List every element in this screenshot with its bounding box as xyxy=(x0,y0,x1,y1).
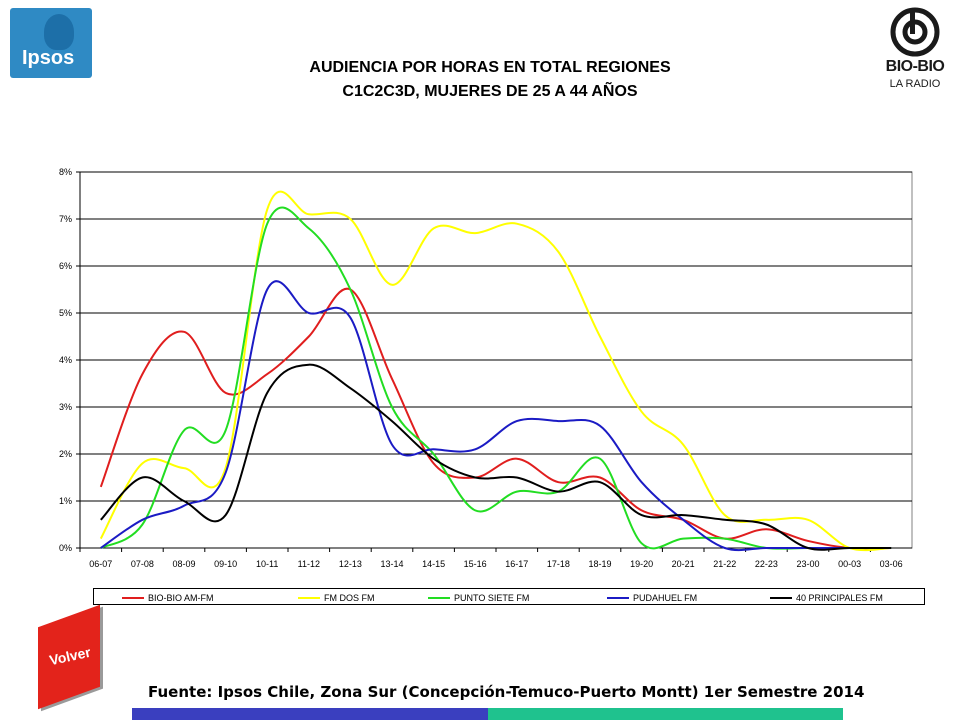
biobio-logo-subtitle: LA RADIO xyxy=(889,78,941,90)
footer-bar-blue xyxy=(132,708,488,720)
x-tick-label: 18-19 xyxy=(588,559,611,569)
x-tick-label: 11-12 xyxy=(298,559,320,569)
y-tick-label: 7% xyxy=(59,214,72,224)
legend-label: 40 PRINCIPALES FM xyxy=(796,592,883,603)
biobio-radio-icon xyxy=(890,7,940,57)
legend-item: PUNTO SIETE FM xyxy=(428,591,529,604)
legend-label: PUDAHUEL FM xyxy=(633,592,698,603)
chart-title-line1: AUDIENCIA POR HORAS EN TOTAL REGIONES xyxy=(309,59,671,76)
x-tick-label: 23-00 xyxy=(796,559,819,569)
legend-item: FM DOS FM xyxy=(298,591,375,604)
y-tick-label: 6% xyxy=(59,261,72,271)
chart-legend: BIO-BIO AM-FM FM DOS FM PUNTO SIETE FM PUDA… xyxy=(93,588,925,605)
x-tick-label: 14-15 xyxy=(422,559,445,569)
x-tick-label: 03-06 xyxy=(880,559,903,569)
y-tick-label: 5% xyxy=(59,308,72,318)
legend-item: PUDAHUEL FM xyxy=(607,591,697,604)
x-tick-label: 08-09 xyxy=(172,559,195,569)
biobio-logo-name: BIO-BIO xyxy=(885,58,945,75)
legend-label: BIO-BIO AM-FM xyxy=(148,592,214,603)
x-tick-label: 19-20 xyxy=(630,559,653,569)
legend-label: FM DOS FM xyxy=(324,592,375,603)
chart-title-line2: C1C2C3D, MUJERES DE 25 A 44 AÑOS xyxy=(342,83,638,100)
legend-swatch xyxy=(298,596,320,599)
legend-item: 40 PRINCIPALES FM xyxy=(770,591,883,604)
source-note: Fuente: Ipsos Chile, Zona Sur (Concepció… xyxy=(148,683,865,701)
x-tick-label: 21-22 xyxy=(713,559,736,569)
y-tick-label: 4% xyxy=(59,355,72,365)
biobio-logo: BIO-BIO LA RADIO xyxy=(880,6,950,98)
legend-swatch xyxy=(607,596,629,599)
x-tick-label: 22-23 xyxy=(755,559,778,569)
x-tick-label: 16-17 xyxy=(505,559,528,569)
footer-bar-teal xyxy=(488,708,843,720)
x-tick-label: 10-11 xyxy=(256,559,278,569)
series-line xyxy=(100,280,892,552)
y-tick-label: 3% xyxy=(59,402,72,412)
series-line xyxy=(99,190,892,552)
x-tick-label: 07-08 xyxy=(131,559,154,569)
line-chart: 0% 1% 2% 3% 4% 5% 6% 7% 8% 06-07 07-08 08-09 09-10 10… xyxy=(59,167,913,569)
x-tick-label: 09-10 xyxy=(214,559,237,569)
legend-swatch xyxy=(770,596,792,599)
x-tick-label: 20-21 xyxy=(672,559,695,569)
legend-label: PUNTO SIETE FM xyxy=(454,592,530,603)
legend-swatch xyxy=(122,596,144,599)
y-tick-label: 2% xyxy=(59,449,72,459)
x-tick-label: 13-14 xyxy=(380,559,403,569)
volver-button[interactable]: Volver xyxy=(26,604,112,710)
x-tick-label: 00-03 xyxy=(838,559,861,569)
y-tick-label: 8% xyxy=(59,167,72,177)
x-tick-label: 06-07 xyxy=(89,559,112,569)
x-tick-label: 15-16 xyxy=(464,559,487,569)
chart-title: AUDIENCIA POR HORAS EN TOTAL REGIONES C1… xyxy=(180,56,800,104)
ipsos-logo-text: Ipsos xyxy=(22,47,75,69)
series-line xyxy=(100,363,892,551)
y-tick-label: 1% xyxy=(59,496,72,506)
series-line xyxy=(100,206,892,550)
legend-item: BIO-BIO AM-FM xyxy=(122,591,214,604)
ipsos-head-icon xyxy=(44,14,74,50)
ipsos-logo: Ipsos xyxy=(10,8,92,78)
y-tick-label: 0% xyxy=(59,543,72,553)
x-tick-label: 17-18 xyxy=(547,559,570,569)
legend-swatch xyxy=(428,596,450,599)
x-tick-label: 12-13 xyxy=(339,559,362,569)
